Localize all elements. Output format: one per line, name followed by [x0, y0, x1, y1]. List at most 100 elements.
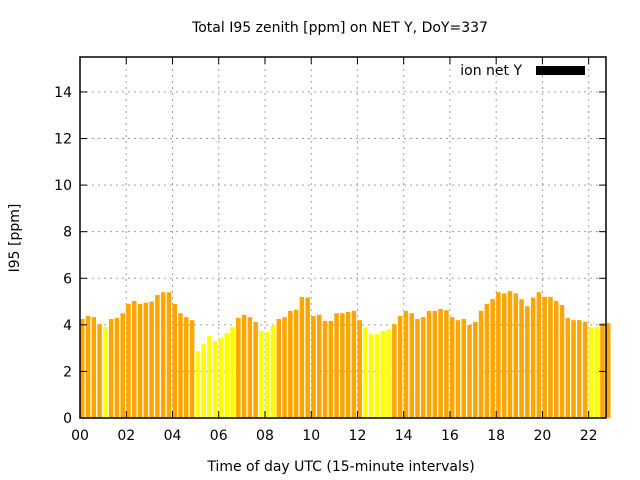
x-tick-label: 02: [117, 428, 135, 444]
bar: [473, 322, 478, 418]
x-axis-label: Time of day UTC (15-minute intervals): [206, 459, 474, 475]
chart-title: Total I95 zenith [ppm] on NET Y, DoY=337: [191, 20, 488, 36]
bar: [369, 334, 374, 418]
bar: [114, 317, 120, 418]
bar: [97, 324, 102, 418]
bar: [137, 303, 143, 418]
x-tick-label: 16: [441, 428, 459, 444]
x-tick-label: 12: [349, 428, 367, 444]
x-tick-label: 18: [487, 428, 505, 444]
bar: [201, 343, 206, 418]
bar: [409, 313, 414, 418]
bar: [282, 317, 287, 418]
bar: [172, 303, 177, 418]
bar: [444, 310, 449, 418]
x-tick-label: 00: [71, 428, 89, 444]
bar: [501, 293, 507, 418]
bar: [530, 297, 536, 418]
y-tick-label: 8: [63, 225, 72, 241]
bar: [126, 303, 131, 418]
bar: [519, 299, 524, 418]
bar: [334, 313, 339, 418]
bar: [311, 315, 316, 418]
x-tick-label: 14: [395, 428, 413, 444]
bar: [432, 310, 438, 418]
bar: [525, 306, 530, 418]
plot-frame: [79, 56, 607, 419]
x-tick-label: 04: [164, 428, 182, 444]
bar: [426, 310, 432, 418]
bar: [316, 314, 322, 418]
bar: [461, 319, 467, 418]
bar: [103, 327, 108, 418]
bar: [91, 317, 97, 418]
bar: [571, 320, 576, 418]
bar: [565, 317, 571, 418]
bar: [438, 309, 443, 418]
bar: [588, 327, 594, 418]
bar: [132, 301, 137, 418]
bar: [80, 319, 85, 418]
bar: [345, 312, 351, 418]
bar: [606, 323, 611, 418]
bar: [357, 320, 362, 418]
bar: [247, 317, 253, 418]
bar: [397, 315, 403, 418]
bar: [421, 317, 426, 418]
y-tick-label: 10: [54, 178, 72, 194]
bar: [288, 310, 293, 418]
bar: [577, 320, 582, 418]
bar: [108, 319, 114, 418]
bar: [264, 331, 270, 418]
legend-swatch: [536, 66, 585, 75]
x-tick-label: 10: [302, 428, 320, 444]
bar: [259, 331, 264, 418]
bar: [392, 324, 397, 418]
bar: [293, 309, 299, 418]
bar: [322, 320, 328, 418]
y-tick-label: 2: [63, 364, 72, 380]
bar: [85, 315, 91, 418]
bar: [600, 323, 605, 418]
x-tick-label: 06: [210, 428, 228, 444]
bar: [155, 295, 160, 418]
bar: [253, 322, 258, 418]
bar: [386, 329, 391, 418]
bar: [542, 296, 547, 418]
bar: [120, 313, 125, 418]
bar: [478, 310, 484, 418]
y-tick-label: 12: [54, 132, 72, 148]
y-tick-label: 0: [63, 411, 72, 427]
legend: ion net Y: [460, 63, 585, 79]
y-axis-label: I95 [ppm]: [7, 204, 23, 273]
bar: [484, 303, 490, 418]
bar: [548, 296, 553, 418]
bar: [363, 327, 368, 418]
y-tick-label: 6: [63, 271, 72, 287]
y-tick-label: 14: [54, 85, 72, 101]
bar: [582, 322, 588, 418]
bar: [340, 313, 345, 418]
bar: [189, 320, 195, 418]
bar: [305, 297, 310, 418]
bar: [328, 320, 334, 418]
bar: [207, 336, 212, 418]
y-tick-label: 4: [63, 318, 72, 334]
bar: [236, 317, 241, 418]
bar: [507, 291, 513, 418]
bar: [166, 292, 172, 418]
bar: [178, 313, 183, 418]
bar: [467, 324, 472, 418]
bar: [230, 327, 235, 418]
bar: [374, 334, 380, 418]
bar: [559, 305, 565, 418]
bar: [160, 292, 166, 418]
bar: [218, 338, 224, 418]
bar: [496, 292, 501, 418]
bar: [351, 310, 357, 418]
bar: [184, 317, 189, 418]
bar: [195, 351, 201, 418]
legend-label: ion net Y: [460, 63, 522, 79]
